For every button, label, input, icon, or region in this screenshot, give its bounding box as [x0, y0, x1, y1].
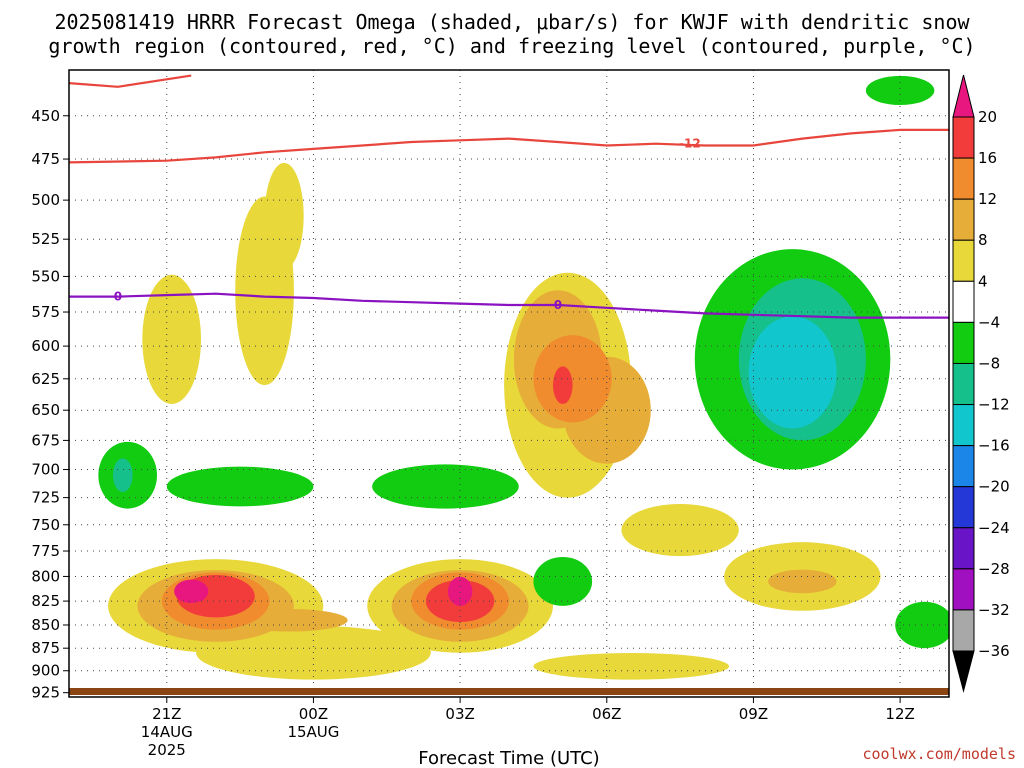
- colorbar-swatch: [952, 198, 975, 241]
- omega-blob: [533, 556, 593, 606]
- plot-area: -12 0 0: [68, 69, 950, 698]
- y-tick-label: 500: [31, 191, 60, 209]
- dgz-contour-line-upper: [69, 74, 192, 88]
- colorbar-label: 8: [978, 231, 988, 249]
- omega-blob: [447, 576, 473, 606]
- omega-level-neg12: [748, 316, 837, 429]
- ground-surface: [69, 688, 949, 695]
- y-axis: 450 475 500 525 550 575 600 625 650 675 700 725 750 7…: [31, 107, 69, 702]
- y-tick-label: 450: [31, 107, 60, 125]
- x-tick-label: 06Z: [592, 705, 621, 723]
- colorbar-swatch: [952, 321, 975, 364]
- x-axis-label: Forecast Time (UTC): [418, 748, 599, 768]
- colorbar-label: −16: [978, 437, 1010, 455]
- x-tick-date: 14AUG: [141, 723, 193, 741]
- colorbar-label: 4: [978, 272, 988, 290]
- x-tick-date: 15AUG: [287, 723, 339, 741]
- y-tick-label: 725: [31, 489, 60, 507]
- colorbar-swatch: [952, 527, 975, 570]
- omega-blob: [748, 316, 837, 429]
- chart-title-line1: 2025081419 HRRR Forecast Omega (shaded, …: [54, 10, 970, 34]
- omega-blob: [174, 579, 209, 604]
- colorbar-label: −32: [978, 601, 1010, 619]
- y-tick-label: 600: [31, 337, 60, 355]
- omega-blob: [621, 504, 739, 557]
- y-tick-label: 675: [31, 431, 60, 449]
- colorbar-bottom-arrow: [952, 650, 975, 693]
- x-tick-label: 09Z: [739, 705, 768, 723]
- colorbar-swatch: [952, 157, 975, 200]
- freezing-level-label: 0: [554, 298, 562, 312]
- plot-frame: [68, 69, 950, 698]
- x-tick-label: 00Z: [299, 705, 328, 723]
- omega-blob: [142, 274, 202, 405]
- omega-blob: [264, 162, 304, 270]
- colorbar-label: −36: [978, 642, 1010, 660]
- x-tick-label: 21Z: [152, 705, 181, 723]
- y-tick-label: 775: [31, 542, 60, 560]
- y-tick-label: 575: [31, 303, 60, 321]
- colorbar-label: 12: [978, 190, 997, 208]
- colorbar-swatch: [952, 445, 975, 488]
- colorbar-top-arrow: [952, 74, 975, 118]
- x-tick-label: 12Z: [885, 705, 914, 723]
- y-tick-label: 475: [31, 150, 60, 168]
- freezing-level-label: 0: [114, 290, 122, 304]
- colorbar-label: −8: [978, 354, 1000, 372]
- omega-blob: [895, 601, 949, 649]
- colorbar-label: −12: [978, 396, 1010, 414]
- y-tick-label: 625: [31, 370, 60, 388]
- watermark: coolwx.com/models: [862, 745, 1016, 763]
- colorbar-label: 16: [978, 149, 997, 167]
- y-tick-label: 800: [31, 567, 60, 585]
- freezing-level-line: [69, 292, 949, 319]
- omega-blob: [533, 652, 729, 680]
- colorbar-label: −20: [978, 478, 1010, 496]
- y-tick-label: 875: [31, 639, 60, 657]
- grid: [69, 70, 949, 697]
- omega-blob: [166, 466, 314, 507]
- omega-blob: [553, 366, 573, 405]
- y-tick-label: 550: [31, 267, 60, 285]
- colorbar-swatch: [952, 239, 975, 282]
- omega-blob: [768, 569, 837, 594]
- chart-title-line2: growth region (contoured, red, °C) and f…: [48, 34, 975, 58]
- y-tick-label: 825: [31, 592, 60, 610]
- colorbar: 20 16 12 8 4 −4 −8 −12 −16 −20 −24 −28 −32 −36: [952, 74, 1010, 693]
- omega-blob: [533, 335, 612, 423]
- dgz-contour-label: -12: [679, 137, 701, 151]
- y-tick-label: 900: [31, 662, 60, 680]
- y-tick-label: 700: [31, 461, 60, 479]
- dgz-contour-line: [69, 128, 949, 164]
- x-tick-label: 03Z: [445, 705, 474, 723]
- colorbar-swatch: [952, 568, 975, 611]
- colorbar-swatch: [952, 280, 975, 323]
- colorbar-label: −28: [978, 560, 1010, 578]
- colorbar-swatch: [952, 609, 975, 652]
- omega-shading: [98, 75, 949, 680]
- colorbar-label: −24: [978, 519, 1010, 537]
- colorbar-label: −4: [978, 313, 1000, 331]
- y-tick-label: 750: [31, 516, 60, 534]
- y-tick-label: 925: [31, 684, 60, 702]
- y-tick-label: 850: [31, 616, 60, 634]
- colorbar-label: 20: [978, 108, 997, 126]
- y-tick-label: 650: [31, 401, 60, 419]
- colorbar-swatch: [952, 404, 975, 447]
- omega-level-20: [174, 576, 473, 606]
- colorbar-swatch: [952, 116, 975, 159]
- y-tick-label: 525: [31, 230, 60, 248]
- omega-blob: [113, 458, 133, 493]
- omega-blob: [865, 75, 935, 106]
- contours: -12 0 0: [69, 74, 949, 319]
- omega-blob: [372, 464, 519, 509]
- x-tick-year: 2025: [148, 741, 186, 759]
- colorbar-swatch: [952, 362, 975, 406]
- colorbar-swatch: [952, 486, 975, 529]
